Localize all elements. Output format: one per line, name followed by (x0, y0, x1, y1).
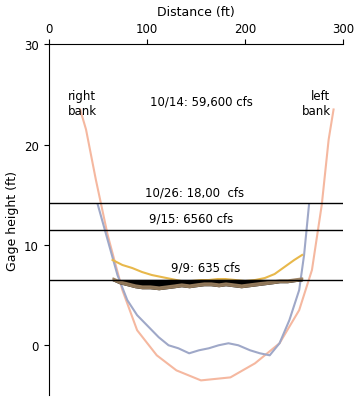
Y-axis label: Gage height (ft): Gage height (ft) (5, 170, 19, 270)
Text: left
bank: left bank (301, 90, 330, 118)
Text: 9/9: 635 cfs: 9/9: 635 cfs (171, 261, 240, 274)
X-axis label: Distance (ft): Distance (ft) (157, 6, 235, 18)
Text: 9/15: 6560 cfs: 9/15: 6560 cfs (149, 212, 233, 225)
Text: right
bank: right bank (68, 90, 98, 118)
Text: 10/14: 59,600 cfs: 10/14: 59,600 cfs (149, 96, 252, 109)
Text: 10/26: 18,00  cfs: 10/26: 18,00 cfs (144, 186, 244, 199)
